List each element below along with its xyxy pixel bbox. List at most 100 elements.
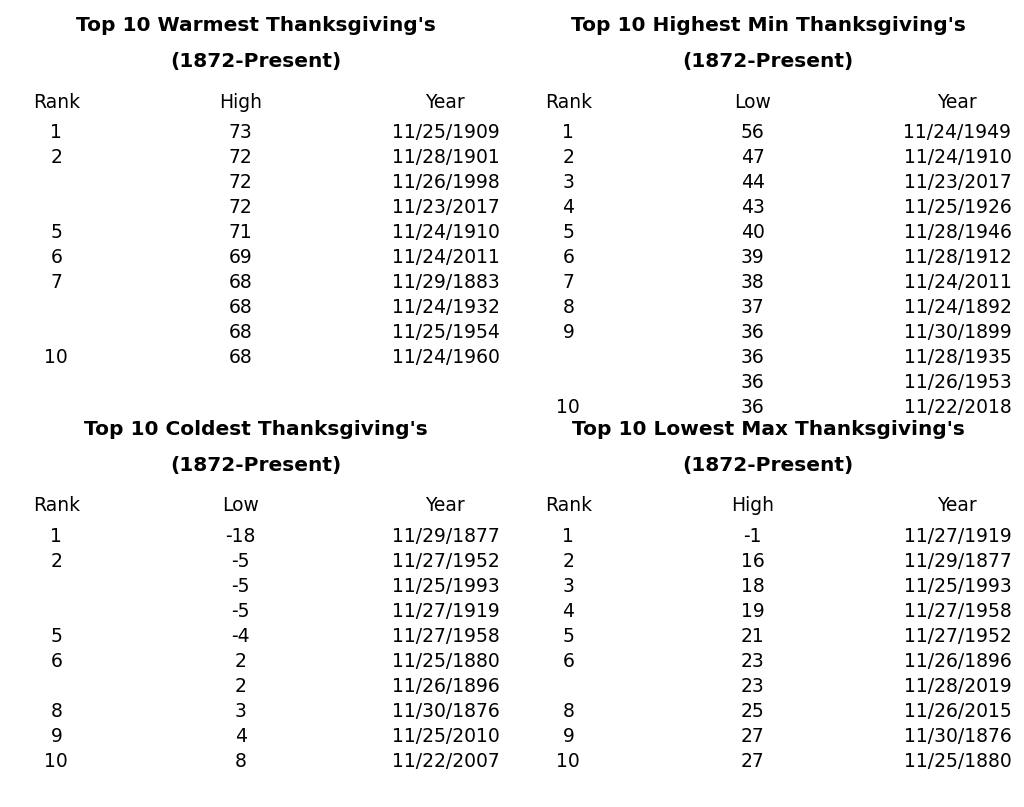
Text: 11/25/1993: 11/25/1993 [903,576,1012,596]
Text: 11/30/1876: 11/30/1876 [903,727,1012,746]
Text: 11/27/1952: 11/27/1952 [903,626,1012,646]
Text: 11/24/1910: 11/24/1910 [903,148,1012,167]
Text: 68: 68 [228,299,253,317]
Text: 18: 18 [740,576,765,596]
Text: 73: 73 [228,123,253,142]
Text: 4: 4 [234,727,247,746]
Text: Rank: Rank [33,93,80,112]
Text: 10: 10 [44,752,69,771]
Text: (1872-Present): (1872-Present) [682,52,854,72]
Text: 5: 5 [562,626,574,646]
Text: 3: 3 [234,702,247,721]
Text: Top 10 Lowest Max Thanksgiving's: Top 10 Lowest Max Thanksgiving's [571,420,965,439]
Text: 72: 72 [228,199,253,217]
Text: 11/24/2011: 11/24/2011 [903,273,1012,292]
Text: 11/29/1883: 11/29/1883 [391,273,500,292]
Text: 23: 23 [740,676,765,696]
Text: 11/27/1958: 11/27/1958 [391,626,500,646]
Text: 11/26/1896: 11/26/1896 [903,652,1012,671]
Text: 72: 72 [228,174,253,192]
Text: 3: 3 [562,174,574,192]
Text: Rank: Rank [545,93,592,112]
Text: 11/22/2018: 11/22/2018 [903,399,1012,417]
Text: 2: 2 [234,652,247,671]
Text: 7: 7 [50,273,62,292]
Text: High: High [219,93,262,112]
Text: 4: 4 [562,602,574,621]
Text: 8: 8 [234,752,247,771]
Text: 11/23/2017: 11/23/2017 [391,199,500,217]
Text: 47: 47 [740,148,765,167]
Text: 36: 36 [740,323,765,342]
Text: 7: 7 [562,273,574,292]
Text: 11/24/2011: 11/24/2011 [391,249,500,267]
Text: 68: 68 [228,273,253,292]
Text: Rank: Rank [545,496,592,516]
Text: 27: 27 [740,752,765,771]
Text: Year: Year [938,496,977,516]
Text: 11/26/1896: 11/26/1896 [391,676,500,696]
Text: 11/27/1919: 11/27/1919 [903,526,1012,546]
Text: 4: 4 [562,199,574,217]
Text: 11/25/1954: 11/25/1954 [391,323,500,342]
Text: 36: 36 [740,399,765,417]
Text: 2: 2 [50,148,62,167]
Text: 11/24/1892: 11/24/1892 [903,299,1012,317]
Text: 11/28/1901: 11/28/1901 [391,148,500,167]
Text: 1: 1 [50,123,62,142]
Text: -5: -5 [231,576,250,596]
Text: 1: 1 [562,123,574,142]
Text: 16: 16 [740,552,765,571]
Text: 11/24/1910: 11/24/1910 [391,223,500,242]
Text: -18: -18 [225,526,256,546]
Text: 23: 23 [740,652,765,671]
Text: 21: 21 [740,626,765,646]
Text: 68: 68 [228,323,253,342]
Text: Year: Year [938,93,977,112]
Text: -5: -5 [231,552,250,571]
Text: 11/28/2019: 11/28/2019 [903,676,1012,696]
Text: 10: 10 [556,752,581,771]
Text: 2: 2 [50,552,62,571]
Text: 6: 6 [562,652,574,671]
Text: -5: -5 [231,602,250,621]
Text: 72: 72 [228,148,253,167]
Text: 3: 3 [562,576,574,596]
Text: 8: 8 [50,702,62,721]
Text: 36: 36 [740,349,765,367]
Text: 11/28/1912: 11/28/1912 [903,249,1012,267]
Text: (1872-Present): (1872-Present) [170,52,342,72]
Text: 11/24/1949: 11/24/1949 [903,123,1012,142]
Text: 1: 1 [50,526,62,546]
Text: 9: 9 [562,727,574,746]
Text: Top 10 Coldest Thanksgiving's: Top 10 Coldest Thanksgiving's [84,420,428,439]
Text: 11/30/1899: 11/30/1899 [903,323,1012,342]
Text: 19: 19 [740,602,765,621]
Text: -1: -1 [743,526,762,546]
Text: Low: Low [734,93,771,112]
Text: 71: 71 [228,223,253,242]
Text: 40: 40 [740,223,765,242]
Text: 9: 9 [562,323,574,342]
Text: 38: 38 [740,273,765,292]
Text: 11/30/1876: 11/30/1876 [391,702,500,721]
Text: Top 10 Highest Min Thanksgiving's: Top 10 Highest Min Thanksgiving's [570,16,966,36]
Text: 11/27/1952: 11/27/1952 [391,552,500,571]
Text: 8: 8 [562,702,574,721]
Text: 10: 10 [556,399,581,417]
Text: Rank: Rank [33,496,80,516]
Text: 11/28/1946: 11/28/1946 [903,223,1012,242]
Text: 11/23/2017: 11/23/2017 [903,174,1012,192]
Text: 11/22/2007: 11/22/2007 [391,752,500,771]
Text: 11/25/1909: 11/25/1909 [391,123,500,142]
Text: 5: 5 [562,223,574,242]
Text: 11/29/1877: 11/29/1877 [903,552,1012,571]
Text: 6: 6 [50,249,62,267]
Text: 11/26/2015: 11/26/2015 [903,702,1012,721]
Text: 2: 2 [562,148,574,167]
Text: High: High [731,496,774,516]
Text: 56: 56 [740,123,765,142]
Text: 11/26/1953: 11/26/1953 [903,373,1012,392]
Text: 69: 69 [228,249,253,267]
Text: 11/26/1998: 11/26/1998 [391,174,500,192]
